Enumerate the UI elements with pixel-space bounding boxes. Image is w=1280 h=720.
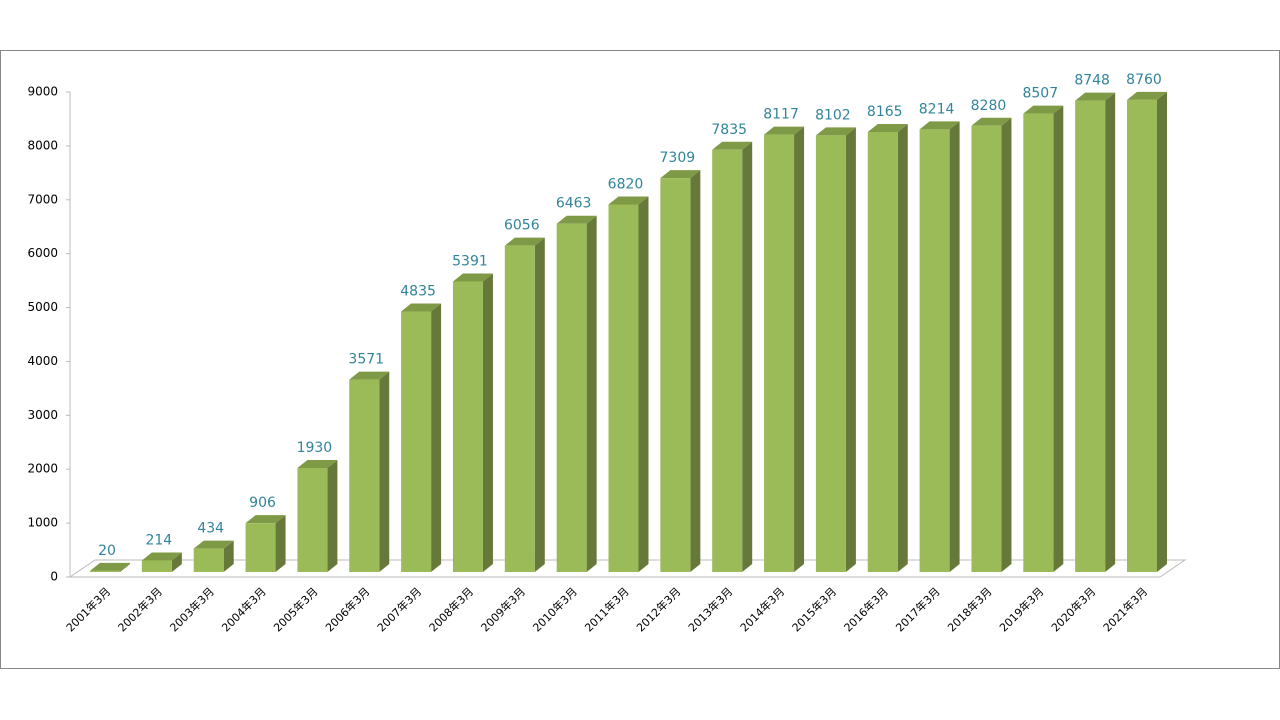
bar-top [764, 126, 805, 135]
bar-top [349, 371, 390, 380]
y-tick-label: 2000 [27, 462, 58, 476]
bar-top [245, 515, 286, 524]
bar-side [482, 273, 493, 572]
bar-top [297, 459, 338, 468]
bar-side [327, 459, 338, 572]
value-label: 8117 [763, 107, 799, 123]
bar [919, 129, 950, 572]
value-label: 5391 [452, 253, 488, 269]
y-tick-label: 9000 [27, 85, 58, 99]
bar-side [690, 170, 701, 573]
bar-top [141, 552, 182, 561]
value-label: 8214 [919, 101, 955, 117]
bar-side [845, 127, 856, 573]
bar-side [897, 123, 908, 572]
bar-side [431, 303, 442, 572]
value-label: 6056 [504, 218, 540, 234]
bar [90, 570, 120, 572]
bar [141, 560, 172, 572]
value-label: 6820 [608, 176, 644, 192]
bar-top [867, 123, 908, 132]
value-label: 7309 [660, 150, 696, 166]
bar-side [742, 141, 753, 572]
y-tick-label: 5000 [27, 300, 58, 314]
bar [401, 311, 432, 572]
bar-side [120, 562, 130, 572]
y-tick-label: 3000 [27, 408, 58, 422]
bar-side [638, 196, 649, 572]
bar-side [1157, 91, 1167, 572]
bar [764, 134, 795, 572]
bar [556, 223, 587, 572]
value-label: 8280 [971, 98, 1007, 114]
bar [193, 548, 224, 572]
value-label: 906 [249, 495, 276, 511]
bar-side [949, 121, 960, 573]
y-tick-label: 0 [50, 570, 58, 584]
value-label: 20 [98, 543, 116, 559]
bar-side [794, 126, 805, 572]
value-label: 8102 [815, 107, 851, 123]
bar [712, 149, 743, 572]
y-tick-label: 7000 [27, 192, 58, 206]
bar-side [379, 371, 390, 572]
bar [660, 178, 691, 573]
bar-side [223, 540, 234, 572]
value-label: 7835 [711, 122, 747, 138]
bar-top [919, 121, 960, 130]
value-label: 6463 [556, 196, 592, 212]
bar-side [1105, 92, 1116, 572]
value-label: 3571 [348, 352, 384, 368]
bar-top [90, 562, 130, 571]
bar [452, 281, 483, 572]
y-tick-label: 4000 [27, 354, 58, 368]
value-label: 8507 [1022, 86, 1058, 102]
bar [1075, 100, 1106, 572]
value-label: 8760 [1126, 72, 1162, 88]
bar [815, 135, 846, 573]
bar-top [712, 141, 753, 150]
bar-top [452, 273, 493, 282]
bar [608, 204, 639, 572]
value-label: 8748 [1074, 73, 1110, 89]
bar-side [1001, 117, 1012, 573]
value-label: 1930 [297, 440, 333, 456]
value-label: 214 [145, 532, 172, 548]
bar [867, 131, 898, 572]
bar-side [171, 552, 182, 572]
bar [504, 245, 535, 572]
bar-top [1023, 105, 1064, 114]
bar-top [193, 540, 234, 549]
value-label: 4835 [400, 283, 436, 299]
bar-top [401, 303, 442, 312]
bar-side [1053, 105, 1064, 572]
bar-top [971, 117, 1012, 126]
value-label: 8165 [867, 104, 903, 120]
bar-top [1127, 91, 1167, 100]
bar-side [534, 237, 545, 572]
bar-top [608, 196, 649, 205]
bar [1023, 113, 1054, 572]
bar [349, 379, 380, 572]
bar-top [556, 215, 597, 224]
bar [297, 467, 328, 572]
bar-top [815, 127, 856, 136]
value-label: 434 [197, 521, 224, 537]
bar-top [1075, 92, 1116, 101]
y-tick-label: 6000 [27, 246, 58, 260]
bar-side [275, 515, 286, 572]
bar-top [660, 170, 701, 179]
bar-side [586, 215, 597, 572]
bar [971, 125, 1002, 573]
bar [245, 523, 276, 572]
y-tick-label: 8000 [27, 138, 58, 152]
y-tick-label: 1000 [27, 516, 58, 530]
bar [1127, 99, 1157, 572]
bar-top [504, 237, 545, 246]
